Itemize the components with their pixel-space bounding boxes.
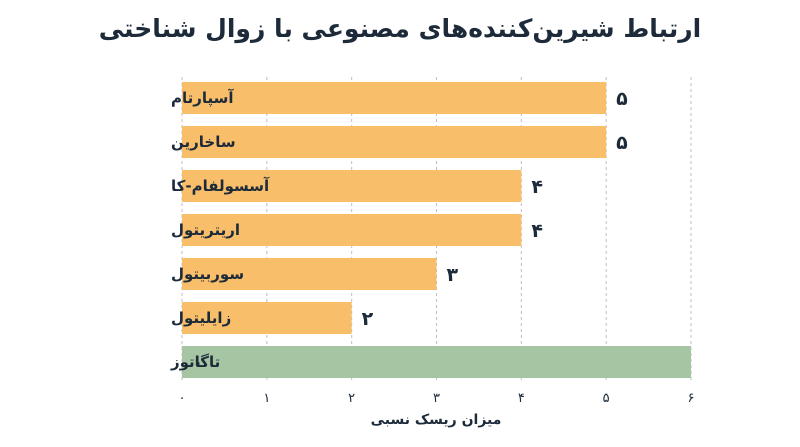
category-label: تاگاتوز	[170, 353, 220, 371]
category-label: آسسولفام-کا	[171, 177, 270, 195]
x-axis-label: میزان ریسک نسبی	[370, 412, 502, 428]
bar	[182, 126, 607, 158]
category-label: زایلیتول	[171, 309, 231, 327]
category-label: اریتریتول	[171, 221, 240, 239]
x-tick-label: ۱	[263, 391, 270, 406]
bar	[182, 214, 522, 246]
bar	[182, 346, 691, 378]
value-label: ۴	[531, 176, 543, 198]
value-label: ۵	[616, 132, 628, 154]
x-tick-label: ۰	[179, 391, 186, 406]
bar	[182, 258, 437, 290]
x-tick-label: ۳	[433, 391, 440, 406]
value-label: ۰	[192, 352, 204, 374]
bar	[182, 302, 352, 334]
category-label: سوربیتول	[171, 265, 244, 283]
chart-title: ارتباط شیرین‌کننده‌های مصنوعی با زوال شن…	[98, 14, 702, 43]
value-label: ۳	[447, 264, 459, 286]
bar	[182, 82, 607, 114]
x-tick-label: ۵	[603, 391, 610, 406]
value-label: ۴	[531, 220, 543, 242]
value-label: ۵	[616, 88, 628, 110]
category-label: آسپارتام	[171, 89, 234, 108]
value-label: ۲	[362, 308, 374, 330]
bar	[182, 170, 522, 202]
x-tick-label: ۶	[688, 391, 695, 406]
category-label: ساخارین	[171, 133, 236, 151]
x-tick-label: ۴	[518, 391, 525, 406]
x-tick-label: ۲	[348, 391, 355, 406]
